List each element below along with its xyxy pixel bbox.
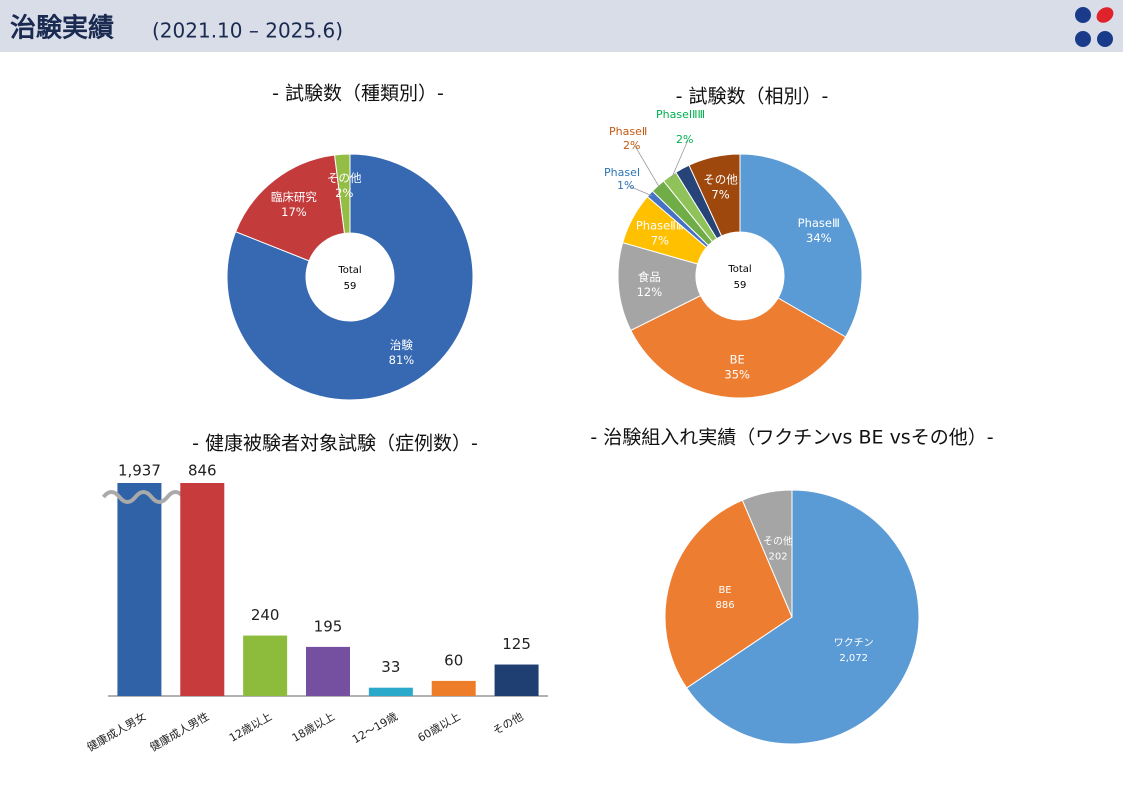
slice-value-label: 7%: [651, 233, 669, 247]
slice-label: 食品: [638, 270, 661, 284]
slice-label: PhaseⅠ: [604, 166, 640, 179]
bar: [306, 646, 350, 696]
slice-value-label: 2,072: [839, 653, 868, 664]
slice: [630, 294, 847, 399]
slice-label: その他: [763, 535, 793, 548]
slice: [688, 153, 741, 237]
slice-value-label: 35%: [724, 367, 750, 381]
slice-value-label: 2%: [623, 139, 640, 152]
page-title: 治験実績: [10, 13, 114, 44]
slice-value-label: 12%: [637, 285, 663, 299]
chart-title: - 治験組入れ実績（ワクチンvs BE vsその他）-: [590, 427, 993, 449]
x-tick-label: 12～19歳: [350, 710, 400, 746]
slice: [741, 489, 793, 618]
bar: [431, 680, 476, 696]
slice-label: PhaseⅠⅡⅢ: [656, 108, 705, 121]
page-subtitle: (2021.10 – 2025.6): [152, 19, 343, 43]
slice-label: PhaseⅡⅢ: [636, 218, 684, 232]
axis-break: [101, 490, 185, 504]
slice-value-label: 2%: [335, 186, 353, 200]
x-tick-label: 18歳以上: [290, 710, 337, 745]
slice: [226, 153, 474, 401]
x-tick-label: その他: [490, 710, 525, 738]
leader-line: [628, 185, 653, 197]
center-label: Total: [727, 264, 751, 275]
bar: [243, 635, 288, 696]
slice: [739, 153, 863, 338]
slice-label: 治験: [390, 338, 413, 352]
bar: [117, 483, 162, 696]
bar-value-label: 33: [381, 658, 400, 676]
slice: [334, 153, 351, 234]
x-tick-label: 健康成人男性: [147, 709, 211, 754]
x-tick-label: 12歳以上: [227, 710, 274, 745]
slice-value-label: 81%: [389, 353, 415, 367]
bar-value-label: 125: [502, 635, 531, 653]
chart-title: - 試験数（種類別）-: [272, 83, 444, 105]
chart-title: - 健康被験者対象試験（症例数）-: [192, 433, 478, 455]
slice: [685, 489, 920, 745]
center-value: 59: [734, 280, 747, 291]
slice-value-label: 34%: [806, 231, 832, 245]
center-label: Total: [337, 265, 361, 276]
bar: [180, 483, 225, 696]
slice-value-label: 886: [715, 600, 734, 611]
slice: [234, 154, 346, 262]
leader-line: [670, 139, 689, 180]
slice-value-label: 2%: [676, 133, 693, 146]
slice-value-label: 17%: [281, 205, 307, 219]
bar-value-label: 1,937: [118, 462, 161, 480]
slice-label: その他: [327, 171, 362, 185]
bar: [494, 664, 539, 696]
bar-value-label: 846: [188, 462, 217, 480]
slice-value-label: 1%: [617, 179, 634, 192]
x-tick-label: 健康成人男女: [84, 709, 148, 754]
slice-label: BE: [718, 585, 731, 596]
bar-value-label: 240: [251, 606, 280, 624]
center-value: 59: [344, 281, 357, 292]
slice-label: ワクチン: [834, 637, 874, 649]
slice-label: PhaseⅢ: [798, 216, 840, 230]
slice-label: BE: [730, 352, 745, 366]
header-bar: [0, 0, 1123, 52]
bar-value-label: 195: [314, 617, 343, 635]
bar-value-label: 60: [444, 651, 463, 669]
leader-line: [634, 145, 661, 189]
chart-title: - 試験数（相別）-: [676, 86, 829, 108]
slice-label: その他: [703, 173, 738, 187]
logo: [1075, 7, 1114, 47]
slice-value-label: 202: [769, 552, 788, 563]
slice: [664, 499, 793, 689]
slice-label: PhaseⅡ: [609, 125, 647, 138]
x-tick-label: 60歳以上: [416, 710, 463, 745]
slice-label: 臨床研究: [271, 190, 317, 204]
bar: [368, 687, 413, 696]
slice-value-label: 7%: [711, 188, 729, 202]
